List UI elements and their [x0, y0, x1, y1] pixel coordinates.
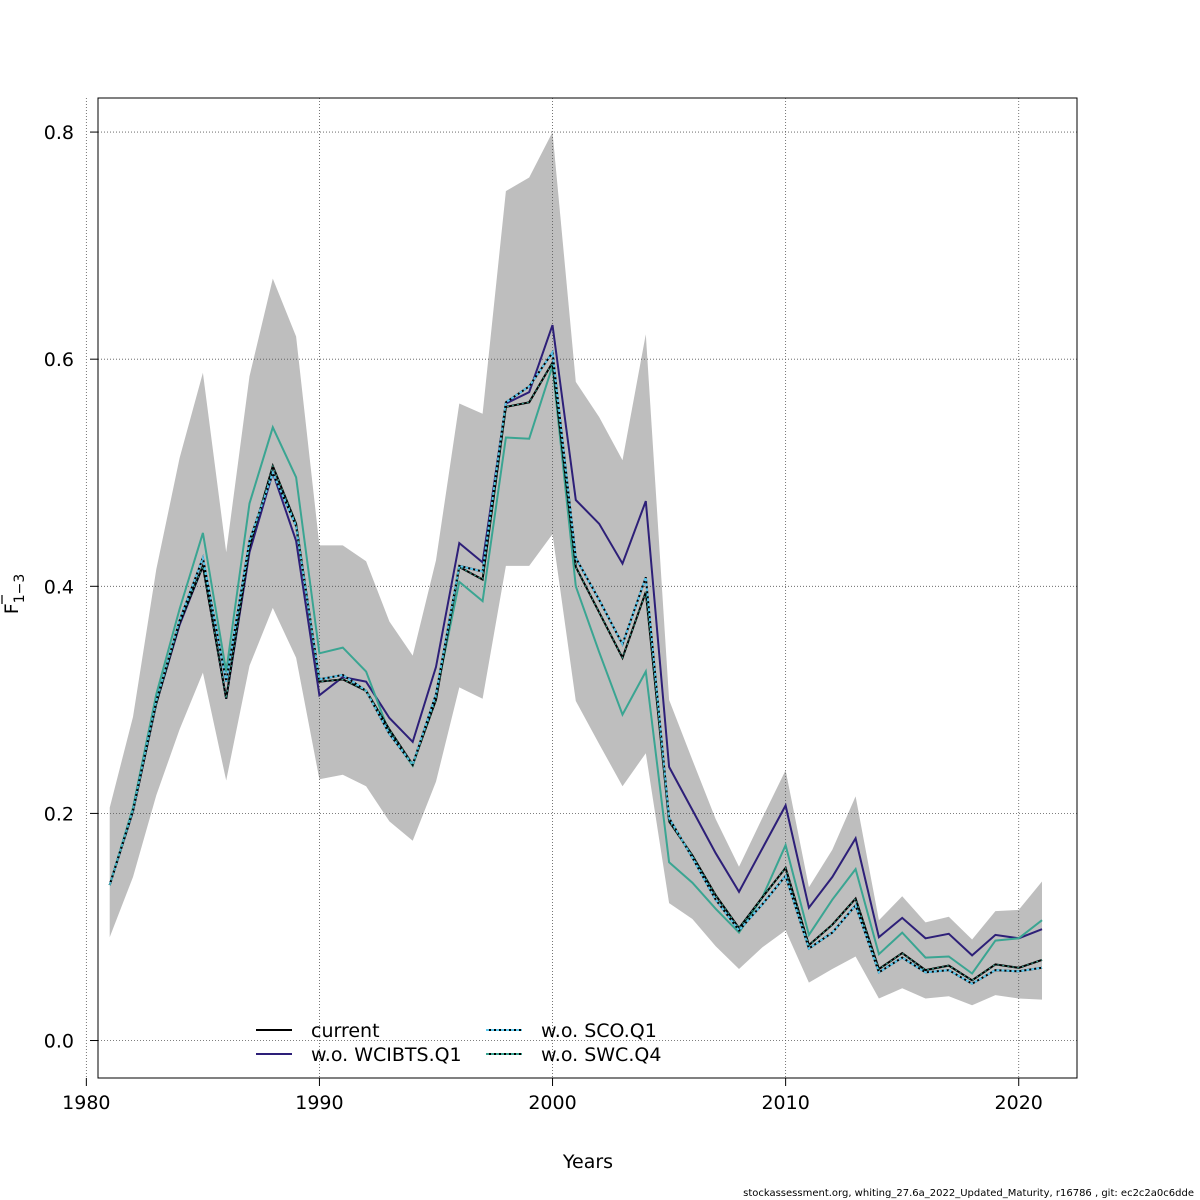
- x-tick-label: 1980: [62, 1092, 110, 1114]
- legend-label: w.o. SWC.Q4: [541, 1044, 661, 1066]
- x-tick-label: 2020: [995, 1092, 1043, 1114]
- svg-text:F1−3: F1−3: [1, 574, 28, 614]
- legend-item-w-o-wcibts-q1: w.o. WCIBTS.Q1: [256, 1044, 462, 1066]
- y-tick-label: 0.6: [44, 349, 74, 371]
- y-axis-title-main: F: [1, 603, 23, 614]
- legend-label: current: [311, 1020, 380, 1042]
- series-layer: [108, 324, 1043, 985]
- y-tick-label: 0.2: [44, 803, 74, 825]
- legend-item-w-o-sco-q1: w.o. SCO.Q1: [486, 1020, 657, 1042]
- x-tick-label: 1990: [295, 1092, 343, 1114]
- x-tick-label: 2000: [528, 1092, 576, 1114]
- x-tick-label: 2010: [761, 1092, 809, 1114]
- legend-label: w.o. SCO.Q1: [541, 1020, 657, 1042]
- plot-frame: [97, 97, 1078, 1079]
- series-line-current-overlay: [109, 361, 1043, 981]
- y-tick-label: 0.8: [44, 122, 74, 144]
- footer-credit: stockassessment.org, whiting_27.6a_2022_…: [743, 1188, 1194, 1199]
- series-line-w-o-swc-q4: [108, 365, 1043, 975]
- x-axis-title: Years: [562, 1151, 613, 1173]
- series-line-w-o-wcibts-q1: [108, 324, 1043, 957]
- y-tick-label: 0.4: [44, 576, 74, 598]
- legend-item-current: current: [256, 1020, 380, 1042]
- legend-item-w-o-swc-q4: w.o. SWC.Q4: [486, 1044, 661, 1066]
- axis-layer: 1980 1990 2000 2010 2020 0.0 0.2 0.4 0.6 0.8: [44, 122, 1043, 1114]
- series-line-w-o-sco-q1: [108, 349, 1043, 985]
- y-axis-title-sub: 1−3: [12, 574, 28, 604]
- legend-label: w.o. WCIBTS.Q1: [311, 1044, 462, 1066]
- grid-layer: [85, 98, 1077, 1078]
- y-axis-title: F1−3: [1, 574, 28, 614]
- y-tick-label: 0.0: [44, 1031, 74, 1053]
